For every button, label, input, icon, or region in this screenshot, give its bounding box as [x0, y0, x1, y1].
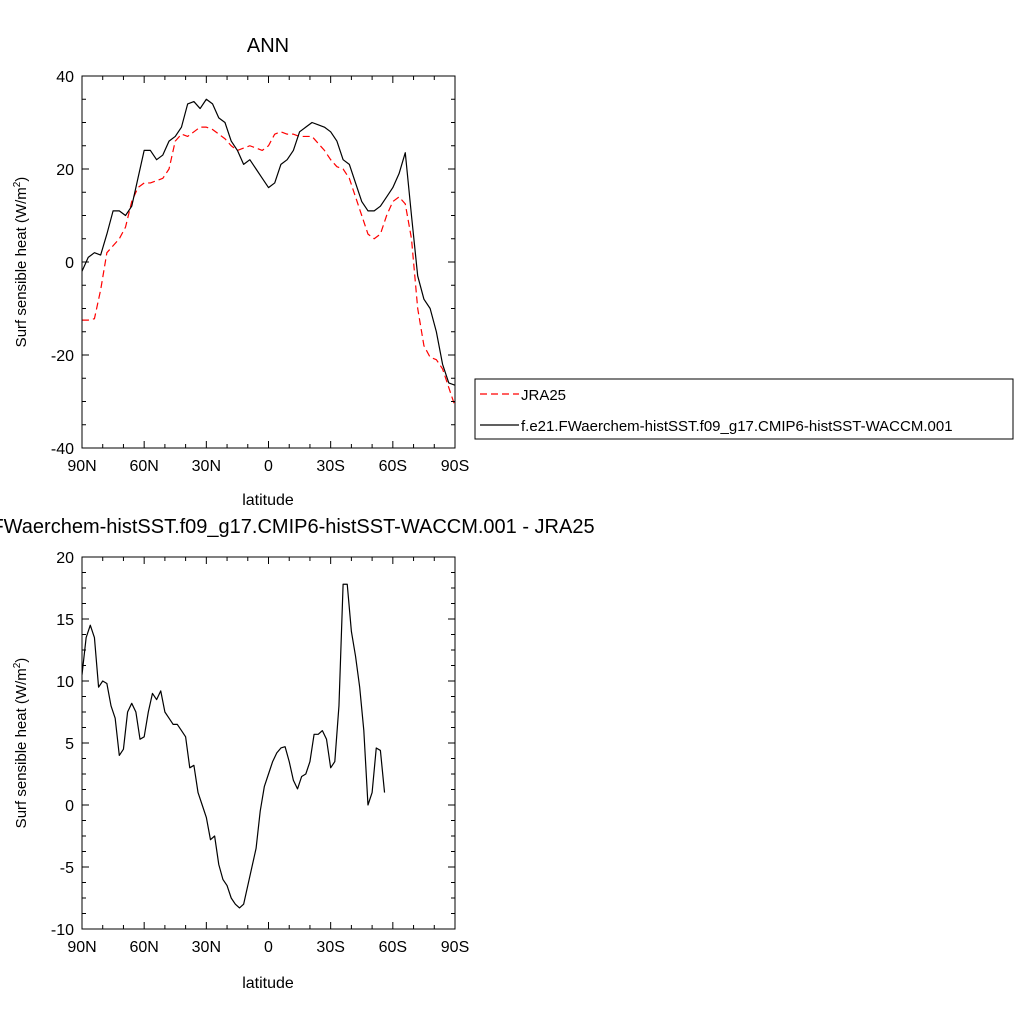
legend: JRA25 f.e21.FWaerchem-histSST.f09_g17.CM…	[474, 378, 1014, 440]
bottom-ytick-label: 20	[56, 550, 74, 567]
bottom-xtick-label: 90S	[441, 939, 469, 956]
top-xtick-label: 30S	[316, 458, 344, 475]
top-ytick-label: 40	[56, 69, 74, 86]
bottom-series-group	[82, 583, 386, 909]
top-ytick-label: -20	[51, 348, 74, 365]
bottom-xtick-label: 90N	[67, 939, 96, 956]
top-series-group	[82, 98, 455, 407]
top-series-line-0	[82, 126, 455, 407]
bottom-ytick-label: -5	[60, 860, 74, 877]
top-xtick-label: 60N	[129, 458, 158, 475]
top-ytick-label: 20	[56, 162, 74, 179]
bottom-series-line-0	[82, 583, 386, 909]
bottom-ytick-label: 5	[65, 736, 74, 753]
bottom-plot: 90N 60N 30N 0 30S 60S 90S -10 -5 0 5 10 15 20	[51, 550, 469, 956]
bottom-xtick-label: 60N	[129, 939, 158, 956]
top-ylabel-sup: 2	[12, 181, 23, 187]
top-title: ANN	[247, 35, 289, 57]
bottom-ylabel-sup: 2	[12, 662, 23, 668]
bottom-xtick-label: 30S	[316, 939, 344, 956]
bottom-ytick-label: 15	[56, 612, 74, 629]
top-series-line-1	[82, 98, 455, 386]
top-ytick-label: -40	[51, 441, 74, 458]
top-xtick-label: 30N	[192, 458, 221, 475]
top-xlabel: latitude	[242, 492, 294, 509]
bottom-xtick-label: 0	[264, 939, 273, 956]
top-xtick-label: 90S	[441, 458, 469, 475]
bottom-xtick-label: 60S	[379, 939, 407, 956]
legend-box	[474, 378, 1014, 440]
bottom-frame	[81, 556, 456, 930]
top-ylabel: Surf sensible heat (W/m2)	[12, 177, 30, 348]
top-xtick-label: 90N	[67, 458, 96, 475]
legend-label-model: f.e21.FWaerchem-histSST.f09_g17.CMIP6-hi…	[521, 418, 953, 435]
bottom-ylabel: Surf sensible heat (W/m2)	[12, 658, 30, 829]
top-ytick-label: 0	[65, 255, 74, 272]
top-frame	[81, 75, 456, 449]
bottom-xlabel: latitude	[242, 975, 294, 992]
bottom-xtick-label: 30N	[192, 939, 221, 956]
top-xtick-label: 0	[264, 458, 273, 475]
top-panel: ANN 90N 60N 30N 0 30S 60S 90S -40 -20 0 20 40 latit…	[12, 35, 469, 509]
legend-label-jra25: JRA25	[521, 387, 566, 404]
bottom-ytick-label: 0	[65, 798, 74, 815]
top-xtick-label: 60S	[379, 458, 407, 475]
bottom-title: f.e21.FWaerchem-histSST.f09_g17.CMIP6-hi…	[0, 516, 595, 538]
bottom-ytick-label: -10	[51, 922, 74, 939]
bottom-ytick-label: 10	[56, 674, 74, 691]
bottom-panel: f.e21.FWaerchem-histSST.f09_g17.CMIP6-hi…	[0, 516, 595, 992]
top-plot: 90N 60N 30N 0 30S 60S 90S -40 -20 0 20 40	[51, 69, 469, 475]
